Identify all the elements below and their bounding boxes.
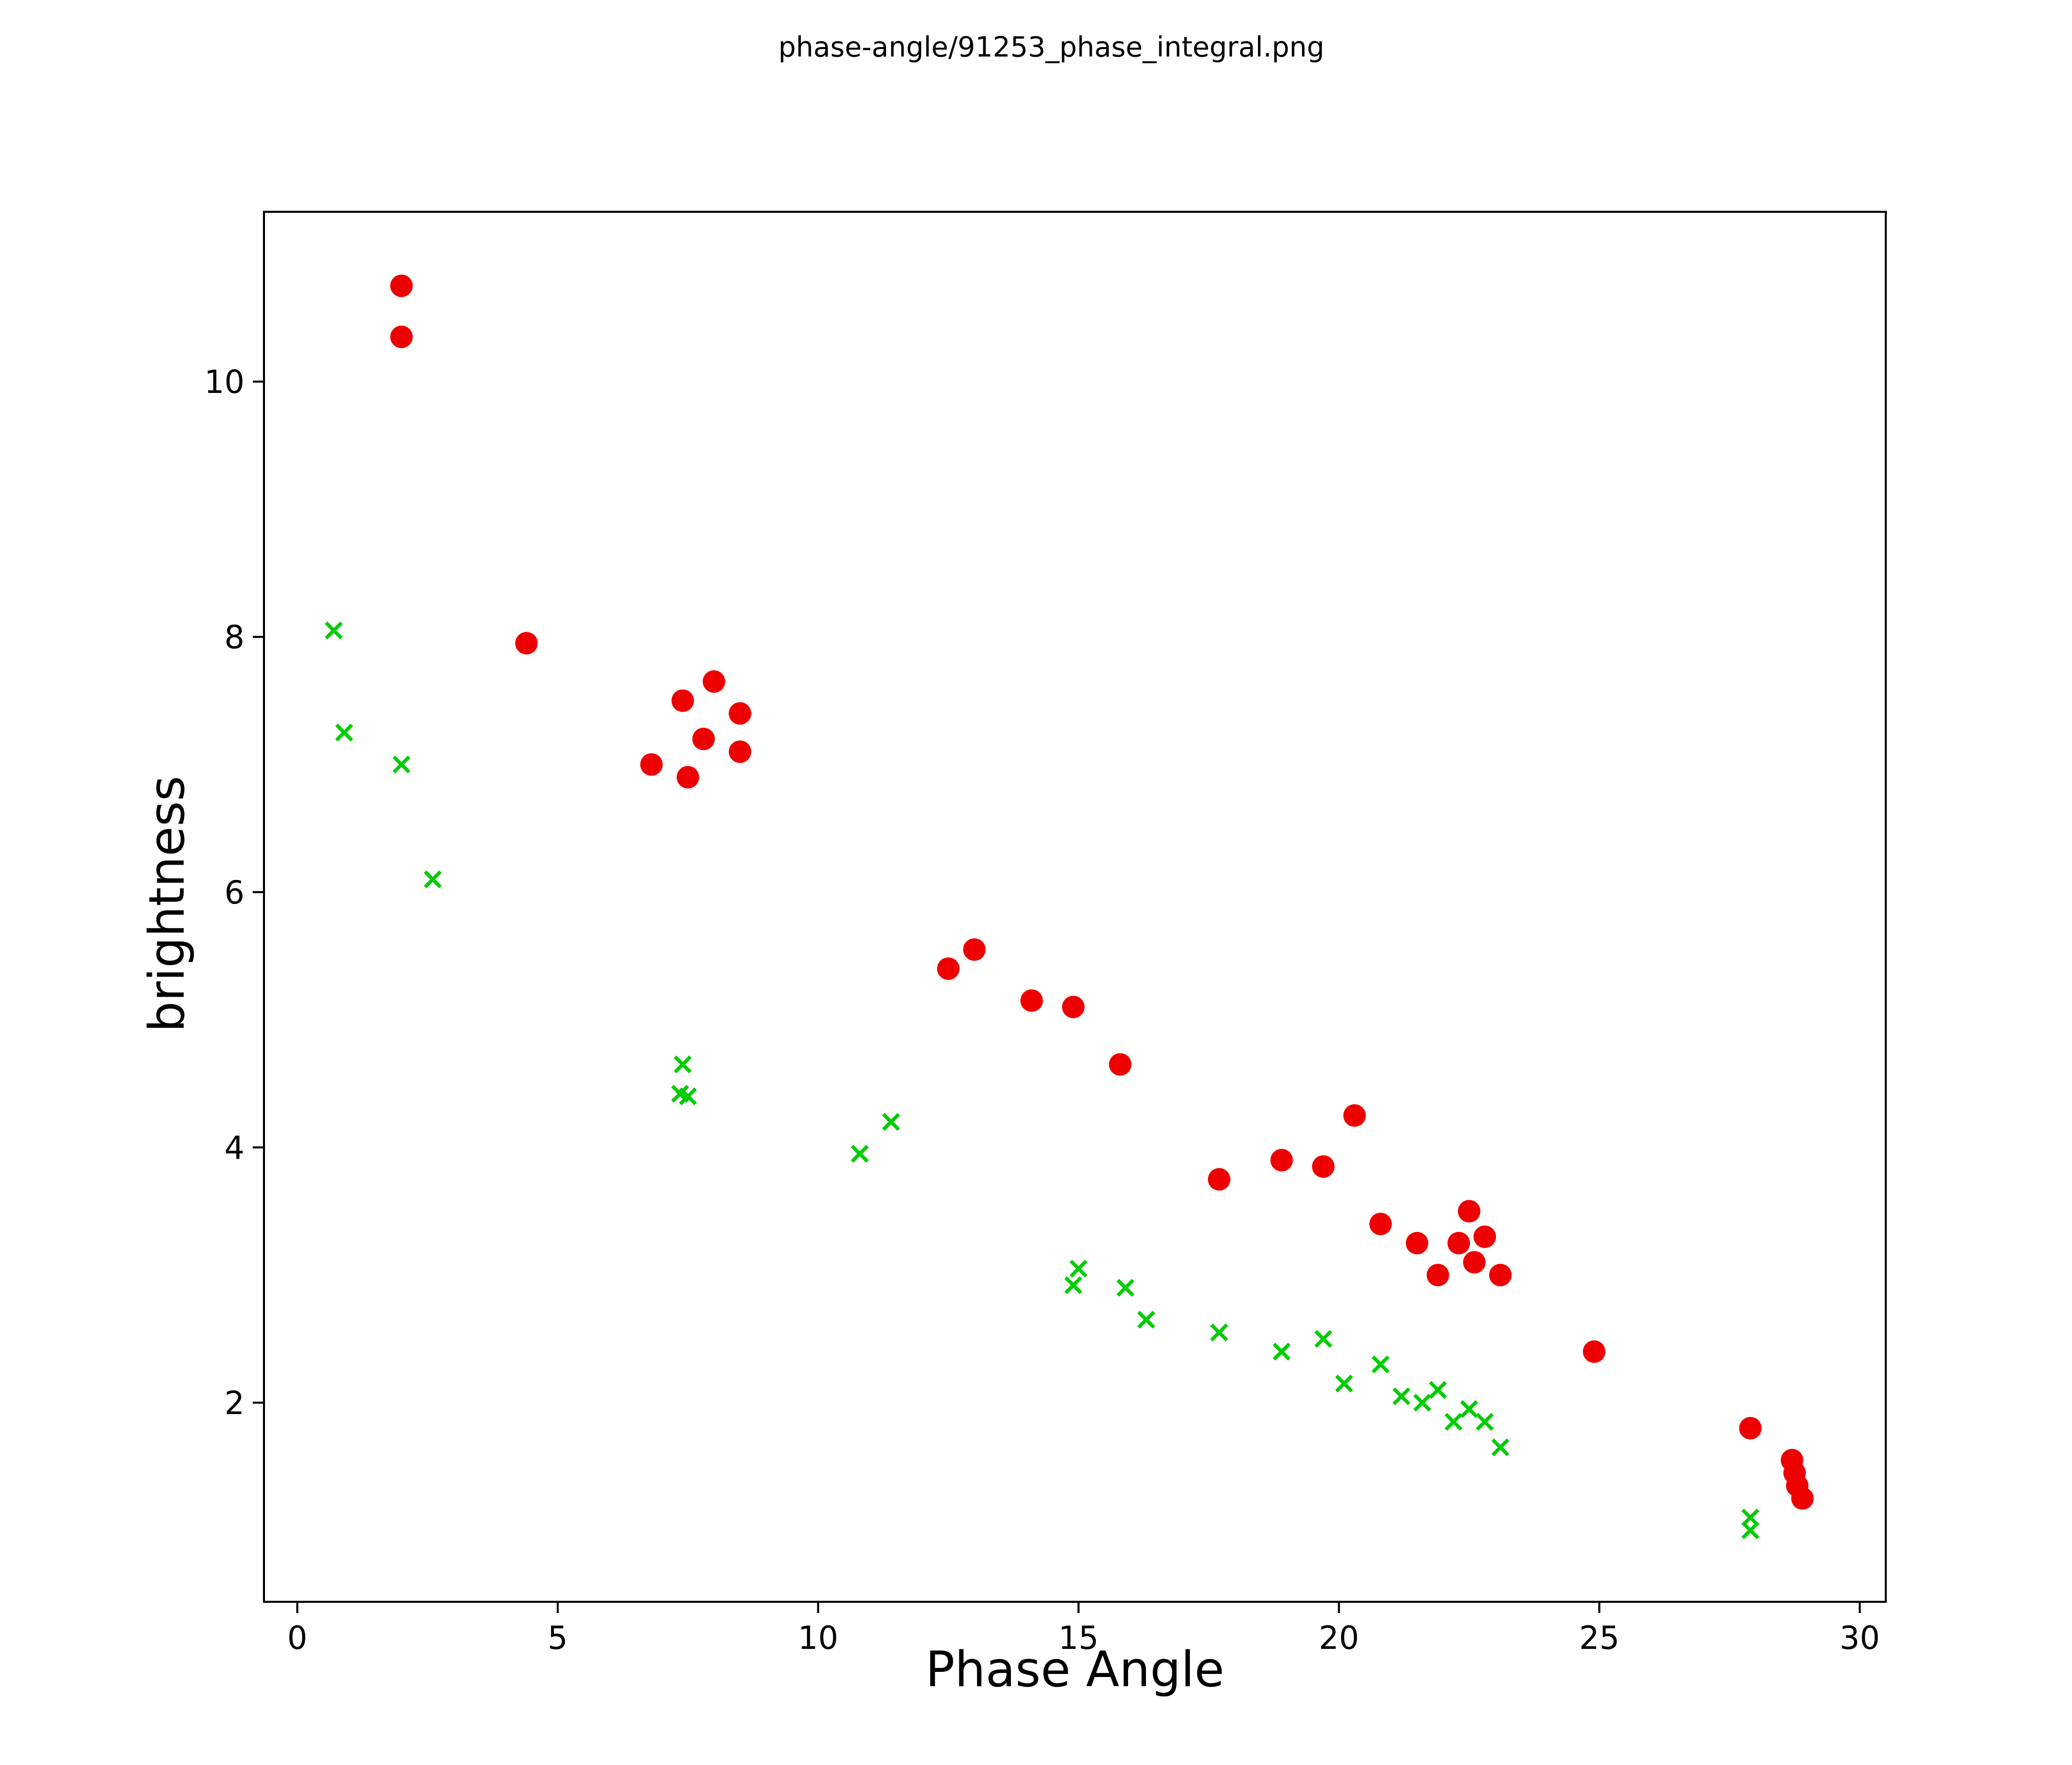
data-point-red-circles [515,632,538,655]
x-tick-label: 25 [1579,1619,1620,1657]
data-point-green-crosses [882,1113,900,1131]
data-point-green-crosses [1392,1387,1410,1405]
data-point-green-crosses [1064,1276,1083,1294]
x-tick-label: 30 [1840,1619,1880,1657]
data-point-red-circles [1369,1212,1392,1236]
data-point-green-crosses [851,1144,869,1163]
data-point-red-circles [671,689,694,712]
data-point-green-crosses [1314,1330,1333,1348]
data-point-red-circles [729,740,752,763]
data-point-green-crosses [392,755,411,774]
x-tick-label: 15 [1059,1619,1099,1657]
data-point-green-crosses [1372,1355,1390,1374]
data-point-green-crosses [1444,1413,1463,1431]
data-point-red-circles [1447,1231,1470,1254]
data-point-red-circles [1062,996,1085,1019]
data-point-red-circles [1109,1053,1132,1076]
data-point-red-circles [1582,1340,1605,1363]
data-point-red-circles [1739,1417,1762,1440]
y-axis-label: brightness [139,776,195,1032]
data-point-red-circles [640,753,663,776]
data-point-green-crosses [1429,1381,1447,1399]
data-point-green-crosses [1741,1521,1759,1539]
data-point-green-crosses [1491,1438,1510,1457]
data-point-red-circles [1463,1251,1486,1274]
chart-title: phase-angle/91253_phase_integral.png [778,31,1325,63]
data-point-red-circles [676,766,699,789]
x-tick-label: 5 [547,1619,567,1657]
data-point-red-circles [1426,1264,1449,1287]
data-point-green-crosses [1335,1374,1353,1393]
data-point-red-circles [1489,1264,1512,1287]
data-point-red-circles [729,702,752,725]
data-point-red-circles [937,957,960,980]
data-point-red-circles [1020,989,1043,1012]
y-tick-label: 10 [204,363,245,401]
data-point-red-circles [390,325,413,348]
data-point-red-circles [963,938,986,961]
data-point-red-circles [1207,1168,1230,1191]
y-tick-label: 6 [225,874,245,911]
data-point-green-crosses [673,1055,692,1074]
data-point-green-crosses [1116,1278,1135,1297]
data-point-red-circles [1405,1231,1428,1254]
x-tick-label: 20 [1319,1619,1359,1657]
plot-frame [263,211,1887,1603]
data-point-green-crosses [324,621,343,639]
data-point-green-crosses [1137,1311,1155,1329]
data-point-green-crosses [1413,1394,1431,1412]
data-point-red-circles [390,274,413,297]
x-tick-label: 0 [287,1619,307,1657]
data-point-red-circles [702,670,725,693]
data-point-green-crosses [671,1085,689,1103]
data-point-green-crosses [1460,1400,1479,1418]
x-tick-label: 10 [798,1619,839,1657]
data-point-green-crosses [1069,1260,1088,1278]
y-tick-label: 4 [225,1129,245,1166]
data-point-green-crosses [424,870,442,889]
data-point-green-crosses [1210,1323,1228,1342]
data-point-red-circles [1312,1155,1335,1178]
data-point-red-circles [1343,1104,1366,1127]
data-point-green-crosses [1475,1413,1494,1431]
data-point-green-crosses [1272,1342,1291,1361]
data-point-red-circles [692,727,715,751]
data-point-green-crosses [335,723,354,742]
data-point-red-circles [1458,1200,1481,1223]
data-point-green-crosses [679,1087,697,1106]
data-point-red-circles [1791,1487,1814,1510]
y-tick-label: 2 [225,1384,245,1422]
x-axis-label: Phase Angle [925,1642,1225,1698]
data-point-red-circles [1473,1225,1496,1248]
y-tick-label: 8 [225,619,245,656]
data-point-red-circles [1270,1149,1293,1172]
